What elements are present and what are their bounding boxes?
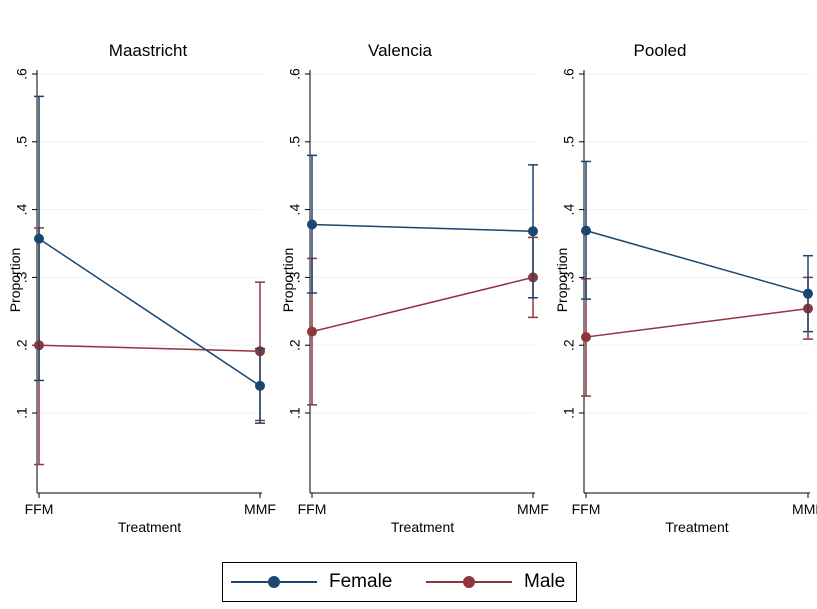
y-axis-label: Proportion xyxy=(280,248,296,313)
legend-label-male: Male xyxy=(524,571,566,592)
y-tick-label: .5 xyxy=(561,136,577,148)
x-tick-label: MMF xyxy=(517,501,549,517)
data-point xyxy=(34,233,44,244)
y-tick-label: .2 xyxy=(561,339,577,351)
legend-item-male: Male xyxy=(426,563,565,601)
y-tick-label: .3 xyxy=(561,271,577,283)
x-axis-label: Treatment xyxy=(391,519,454,535)
data-point xyxy=(255,380,265,391)
y-tick-label: .4 xyxy=(561,204,577,216)
legend-label-female: Female xyxy=(329,571,393,592)
y-tick-label: .6 xyxy=(561,68,577,80)
y-tick-label: .1 xyxy=(561,407,577,419)
y-axis-label: Proportion xyxy=(7,248,23,313)
y-tick-label: .6 xyxy=(14,68,30,80)
x-tick-label: MMF xyxy=(244,501,276,517)
data-point xyxy=(528,226,538,237)
panel-title: Valencia xyxy=(368,41,432,60)
series-male xyxy=(34,227,265,466)
series-line xyxy=(585,229,809,295)
y-tick-label: .6 xyxy=(287,68,303,80)
y-tick-label: .2 xyxy=(287,339,303,351)
x-tick-label: MMF xyxy=(792,501,817,517)
data-point xyxy=(803,288,813,299)
y-tick-label: .3 xyxy=(287,271,303,283)
y-tick-label: .1 xyxy=(14,407,30,419)
x-axis-label: Treatment xyxy=(665,519,728,535)
panel-title: Pooled xyxy=(634,41,687,60)
series-female xyxy=(34,95,265,424)
series-female xyxy=(581,160,813,333)
series-line xyxy=(38,238,261,387)
series-male xyxy=(307,236,538,406)
x-tick-label: FFM xyxy=(25,501,54,517)
chart-panel-0: .1 .2 .3 .4 .5 .6 FFM MMF Maastricht Treatment Pro… xyxy=(7,41,276,535)
data-point xyxy=(307,326,317,337)
x-tick-label: FFM xyxy=(572,501,601,517)
series-line xyxy=(311,223,534,233)
y-tick-label: .4 xyxy=(287,204,303,216)
y-tick-label: .2 xyxy=(14,339,30,351)
series-male xyxy=(581,276,813,397)
y-tick-label: .1 xyxy=(287,407,303,419)
y-tick-label: .5 xyxy=(14,136,30,148)
y-tick-label: .4 xyxy=(14,204,30,216)
series-female xyxy=(307,154,538,299)
legend: Female Male xyxy=(222,562,577,602)
legend-item-female: Female xyxy=(231,563,392,601)
y-tick-label: .3 xyxy=(14,271,30,283)
y-tick-label: .5 xyxy=(287,136,303,148)
series-line xyxy=(585,307,809,338)
data-point xyxy=(307,219,317,230)
series-line xyxy=(311,276,534,333)
legend-marker-female xyxy=(231,576,317,588)
data-point xyxy=(581,332,591,343)
data-point xyxy=(581,225,591,236)
legend-marker-male xyxy=(426,576,512,588)
x-axis-label: Treatment xyxy=(118,519,181,535)
x-tick-label: FFM xyxy=(298,501,327,517)
series-line xyxy=(38,344,261,353)
chart-panel-2: .1 .2 .3 .4 .5 .6 FFM MMF Pooled Treatment Proport… xyxy=(554,41,817,535)
chart-panel-1: .1 .2 .3 .4 .5 .6 FFM MMF Valencia Treatment Propo… xyxy=(280,41,549,535)
panel-title: Maastricht xyxy=(109,41,188,60)
y-axis-label: Proportion xyxy=(554,248,570,313)
